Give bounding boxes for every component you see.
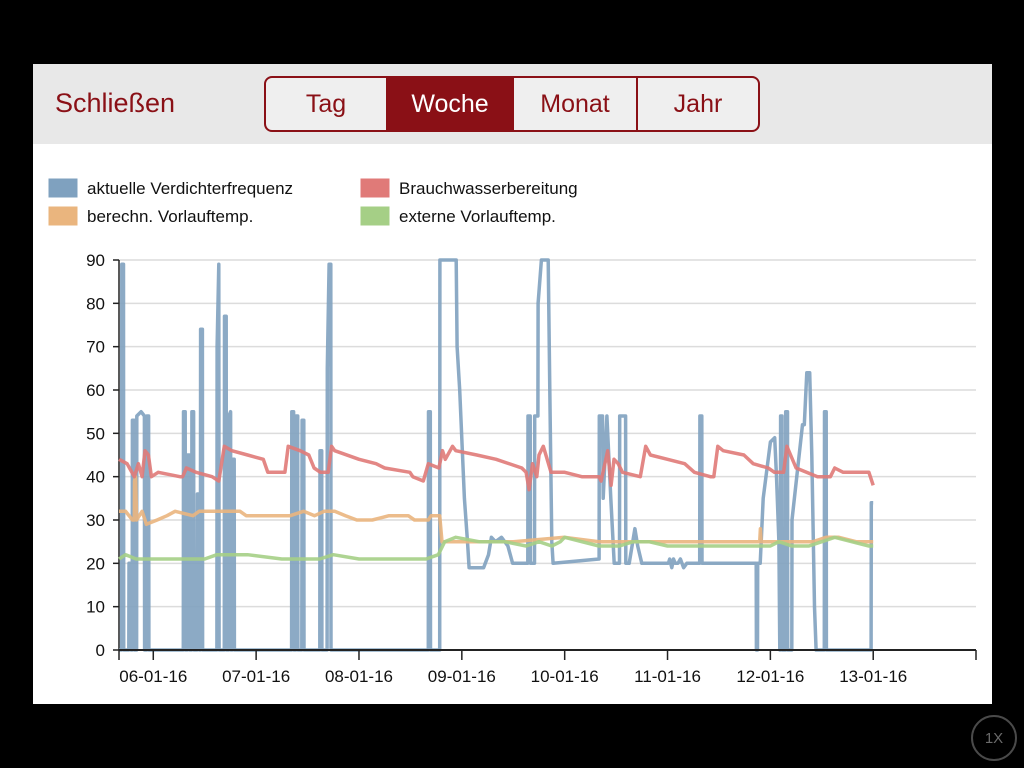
y-tick-label: 80 [86, 294, 105, 313]
y-tick-label: 0 [96, 641, 105, 660]
toolbar: Schließen Tag Woche Monat Jahr [33, 64, 992, 144]
y-tick-label: 60 [86, 381, 105, 400]
series-line-0 [119, 258, 874, 652]
x-tick-label: 06-01-16 [119, 667, 187, 686]
x-tick-label: 11-01-16 [634, 667, 701, 686]
tab-year[interactable]: Jahr [636, 78, 758, 130]
y-tick-label: 10 [86, 598, 105, 617]
close-button[interactable]: Schließen [55, 88, 176, 118]
series-line-1 [118, 444, 875, 492]
x-tick-label: 12-01-16 [736, 667, 804, 686]
chart-panel: Schließen Tag Woche Monat Jahr aktuelle … [33, 64, 992, 704]
y-tick-label: 50 [86, 424, 105, 443]
legend-label: aktuelle Verdichterfrequenz [87, 179, 293, 198]
tab-month[interactable]: Monat [512, 78, 636, 130]
legend-swatch [48, 178, 78, 198]
legend-label: Brauchwasserbereitung [399, 179, 578, 198]
y-tick-label: 20 [86, 554, 105, 573]
x-tick-label: 09-01-16 [428, 667, 496, 686]
y-tick-label: 40 [86, 468, 105, 487]
y-tick-label: 70 [86, 338, 105, 357]
x-tick-label: 10-01-16 [531, 667, 599, 686]
y-tick-label: 90 [86, 251, 105, 270]
legend-swatch [360, 206, 390, 226]
line-chart: aktuelle Verdichterfrequenz Brauchwasserb… [48, 178, 977, 686]
zoom-badge[interactable]: 1X [971, 715, 1017, 761]
series-line-2 [119, 474, 874, 544]
legend-swatch [48, 206, 78, 226]
x-axis: 06-01-16 07-01-16 08-01-16 09-01-16 10-01-16… [118, 649, 977, 686]
x-tick-label: 08-01-16 [325, 667, 393, 686]
y-axis: 0 10 20 30 40 50 60 70 80 90 [86, 251, 120, 660]
tab-day[interactable]: Tag [305, 89, 347, 118]
x-tick-label: 13-01-16 [839, 667, 907, 686]
y-tick-label: 30 [86, 511, 105, 530]
legend-label: externe Vorlauftemp. [399, 207, 556, 226]
legend-label: berechn. Vorlauftemp. [87, 207, 253, 226]
period-segmented-control: Tag Woche Monat Jahr [264, 76, 760, 132]
tab-week[interactable]: Woche [386, 78, 512, 130]
series-line-3 [118, 535, 874, 561]
chart-series [118, 258, 875, 652]
chart-legend: aktuelle Verdichterfrequenz Brauchwasserb… [48, 178, 578, 226]
x-tick-label: 07-01-16 [222, 667, 290, 686]
legend-swatch [360, 178, 390, 198]
